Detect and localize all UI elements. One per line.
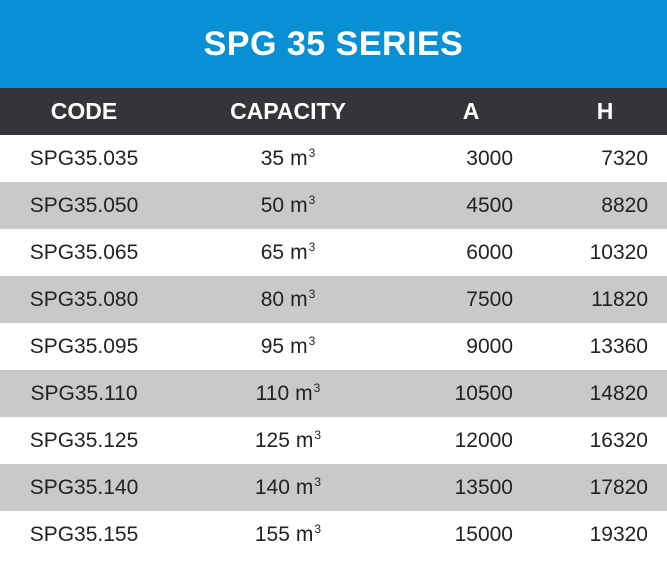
capacity-value: 95 m 3 [260,333,316,359]
unit-superscript: 3 [314,521,322,536]
table-row: SPG35.155 155 m 3 15000 19320 [0,511,667,558]
unit-base: m [295,522,314,546]
table-row: SPG35.035 35 m 3 3000 7320 [0,135,667,182]
table-body: SPG35.035 35 m 3 3000 7320 SPG35.050 50 m 3 4500 88… [0,135,667,558]
table-row: SPG35.140 140 m 3 13500 17820 [0,464,667,511]
cell-h: 11820 [591,287,648,311]
unit-base: m [290,287,308,311]
table-row: SPG35.110 110 m 3 10500 14820 [0,370,667,417]
table-header-row: CODE CAPACITY A H [0,88,667,135]
header-h: H [596,98,614,124]
cell-capacity: 110 m 3 [208,370,368,417]
capacity-number: 125 [254,428,290,452]
capacity-number: 65 [260,240,285,264]
cell-capacity: 80 m 3 [208,276,368,323]
cell-capacity: 95 m 3 [208,323,368,370]
table-row: SPG35.050 50 m 3 4500 8820 [0,182,667,229]
capacity-value: 80 m 3 [260,286,316,312]
cell-code: SPG35.080 [29,287,139,311]
cell-a: 9000 [466,334,513,358]
cell-capacity: 65 m 3 [208,229,368,276]
capacity-number: 35 [260,146,285,170]
cell-h: 16320 [589,428,648,452]
capacity-value: 35 m 3 [260,145,316,171]
unit-superscript: 3 [308,192,316,207]
table-title-bar: SPG 35 SERIES [0,0,667,88]
cell-code: SPG35.110 [30,381,138,405]
capacity-value: 155 m 3 [254,521,322,547]
unit-base: m [295,381,313,405]
header-capacity: CAPACITY [230,98,346,124]
capacity-value: 125 m 3 [254,427,322,453]
unit-superscript: 3 [308,333,316,348]
cell-h: 19320 [589,522,648,546]
table-row: SPG35.065 65 m 3 6000 10320 [0,229,667,276]
cell-h: 8820 [601,193,648,217]
table-row: SPG35.080 80 m 3 7500 11820 [0,276,667,323]
unit-superscript: 3 [308,239,316,254]
cell-code: SPG35.035 [29,146,139,170]
table-row: SPG35.125 125 m 3 12000 16320 [0,417,667,464]
unit-base: m [290,193,308,217]
unit-superscript: 3 [314,474,322,489]
unit-superscript: 3 [314,427,322,442]
capacity-value: 65 m 3 [260,239,316,265]
cell-code: SPG35.095 [29,334,139,358]
capacity-number: 50 [260,193,285,217]
capacity-number: 110 [255,381,290,405]
cell-a: 7500 [466,287,513,311]
unit-base: m [295,428,314,452]
header-code: CODE [50,98,118,124]
unit-superscript: 3 [308,145,316,160]
cell-code: SPG35.140 [29,475,139,499]
cell-h: 14820 [589,381,648,405]
cell-capacity: 155 m 3 [208,511,368,558]
unit-superscript: 3 [313,380,321,395]
cell-h: 13360 [589,334,648,358]
cell-capacity: 50 m 3 [208,182,368,229]
cell-code: SPG35.155 [29,522,139,546]
capacity-number: 80 [260,287,285,311]
cell-a: 15000 [454,522,513,546]
cell-code: SPG35.125 [29,428,139,452]
cell-h: 10320 [589,240,648,264]
cell-a: 4500 [466,193,513,217]
capacity-number: 95 [260,334,285,358]
cell-a: 13500 [454,475,513,499]
cell-a: 6000 [466,240,513,264]
cell-h: 17820 [589,475,648,499]
cell-h: 7320 [601,146,648,170]
unit-base: m [295,475,314,499]
cell-capacity: 125 m 3 [208,417,368,464]
capacity-number: 155 [254,522,290,546]
cell-capacity: 35 m 3 [208,135,368,182]
capacity-number: 140 [254,475,290,499]
table-row: SPG35.095 95 m 3 9000 13360 [0,323,667,370]
cell-a: 12000 [454,428,513,452]
unit-base: m [290,334,308,358]
cell-a: 3000 [466,146,513,170]
unit-superscript: 3 [308,286,316,301]
capacity-value: 110 m 3 [255,380,321,406]
cell-a: 10500 [454,381,513,405]
unit-base: m [290,240,308,264]
capacity-value: 140 m 3 [254,474,322,500]
capacity-value: 50 m 3 [260,192,316,218]
cell-code: SPG35.065 [29,240,139,264]
unit-base: m [290,146,308,170]
table-title: SPG 35 SERIES [203,24,464,63]
header-a: A [462,98,480,124]
cell-code: SPG35.050 [29,193,139,217]
cell-capacity: 140 m 3 [208,464,368,511]
